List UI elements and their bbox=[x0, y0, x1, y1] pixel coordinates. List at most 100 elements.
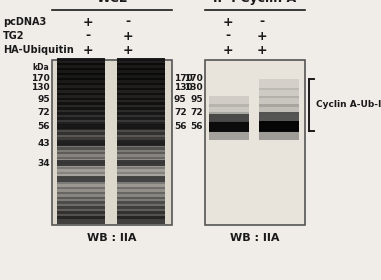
Text: 95: 95 bbox=[190, 95, 203, 104]
Bar bbox=[57, 172, 105, 179]
Text: +: + bbox=[257, 43, 267, 57]
Bar bbox=[57, 206, 105, 214]
Bar bbox=[57, 117, 105, 125]
Bar bbox=[209, 122, 249, 131]
Text: Cyclin A-Ub-IIA: Cyclin A-Ub-IIA bbox=[316, 101, 381, 109]
Text: pcDNA3: pcDNA3 bbox=[3, 17, 46, 27]
Bar bbox=[259, 129, 299, 140]
Bar bbox=[117, 73, 165, 80]
Bar bbox=[57, 202, 105, 209]
Bar bbox=[117, 167, 165, 174]
Bar bbox=[117, 127, 165, 135]
Bar bbox=[259, 122, 299, 132]
Bar bbox=[57, 73, 105, 80]
Bar bbox=[117, 63, 165, 70]
Bar bbox=[52, 60, 172, 225]
Bar bbox=[57, 97, 105, 105]
Bar bbox=[117, 83, 165, 90]
Bar bbox=[117, 97, 165, 105]
Text: +: + bbox=[83, 15, 93, 29]
Bar bbox=[57, 152, 105, 159]
Bar bbox=[57, 132, 105, 140]
Bar bbox=[259, 96, 299, 107]
Bar bbox=[117, 117, 165, 125]
Bar bbox=[117, 206, 165, 214]
Bar bbox=[117, 176, 165, 182]
Text: +: + bbox=[257, 29, 267, 43]
Bar bbox=[57, 108, 105, 115]
Text: 72: 72 bbox=[37, 108, 50, 117]
Text: 95: 95 bbox=[37, 95, 50, 104]
Bar bbox=[57, 78, 105, 85]
Bar bbox=[57, 142, 105, 150]
Bar bbox=[57, 187, 105, 194]
Text: IP : Cyclin A: IP : Cyclin A bbox=[213, 0, 296, 5]
Bar bbox=[117, 187, 165, 194]
Text: -: - bbox=[226, 29, 231, 43]
Bar bbox=[117, 182, 165, 189]
Bar bbox=[57, 192, 105, 199]
Bar bbox=[117, 192, 165, 199]
Text: -: - bbox=[125, 15, 131, 29]
Text: 56: 56 bbox=[174, 122, 187, 131]
Bar bbox=[117, 152, 165, 159]
Bar bbox=[57, 176, 105, 182]
Bar bbox=[57, 122, 105, 130]
Text: WB : IIA: WB : IIA bbox=[230, 233, 280, 243]
Bar bbox=[57, 211, 105, 219]
Bar bbox=[117, 197, 165, 204]
Bar bbox=[209, 121, 249, 131]
Bar bbox=[117, 137, 165, 144]
Bar bbox=[117, 58, 165, 65]
Bar bbox=[117, 78, 165, 85]
Text: +: + bbox=[83, 43, 93, 57]
Bar bbox=[57, 68, 105, 75]
Bar bbox=[57, 124, 105, 129]
Bar bbox=[117, 177, 165, 184]
Text: 170: 170 bbox=[184, 74, 203, 83]
Bar bbox=[57, 141, 105, 146]
Bar bbox=[117, 122, 165, 130]
Bar bbox=[57, 162, 105, 169]
Bar bbox=[57, 102, 105, 110]
Bar bbox=[209, 96, 249, 107]
Bar bbox=[205, 60, 305, 225]
Text: +: + bbox=[223, 43, 233, 57]
Text: +: + bbox=[123, 29, 133, 43]
Bar bbox=[57, 197, 105, 204]
Text: 170: 170 bbox=[31, 74, 50, 83]
Bar bbox=[209, 112, 249, 123]
Bar bbox=[209, 115, 249, 124]
Bar bbox=[259, 112, 299, 123]
Bar bbox=[57, 137, 105, 144]
Text: +: + bbox=[223, 15, 233, 29]
Bar bbox=[117, 211, 165, 219]
Bar bbox=[57, 93, 105, 100]
Bar bbox=[57, 112, 105, 120]
Bar bbox=[259, 121, 299, 131]
Text: WCL: WCL bbox=[96, 0, 127, 5]
Text: 95: 95 bbox=[174, 95, 187, 104]
Text: WB : IIA: WB : IIA bbox=[87, 233, 137, 243]
Text: TG2: TG2 bbox=[3, 31, 24, 41]
Text: 56: 56 bbox=[37, 122, 50, 131]
Bar bbox=[209, 129, 249, 140]
Bar bbox=[259, 112, 299, 123]
Text: 72: 72 bbox=[190, 108, 203, 117]
Bar bbox=[57, 63, 105, 70]
Bar bbox=[209, 104, 249, 115]
Bar bbox=[259, 104, 299, 115]
Text: 56: 56 bbox=[190, 122, 203, 131]
Bar bbox=[117, 162, 165, 169]
Text: 130: 130 bbox=[174, 83, 193, 92]
Bar bbox=[117, 142, 165, 150]
Text: +: + bbox=[123, 43, 133, 57]
Bar bbox=[117, 68, 165, 75]
Bar bbox=[57, 182, 105, 189]
Bar bbox=[259, 121, 299, 131]
Text: kDa: kDa bbox=[32, 63, 49, 72]
Bar bbox=[117, 102, 165, 110]
Text: -: - bbox=[259, 15, 264, 29]
Bar bbox=[209, 122, 249, 132]
Text: 130: 130 bbox=[31, 83, 50, 92]
